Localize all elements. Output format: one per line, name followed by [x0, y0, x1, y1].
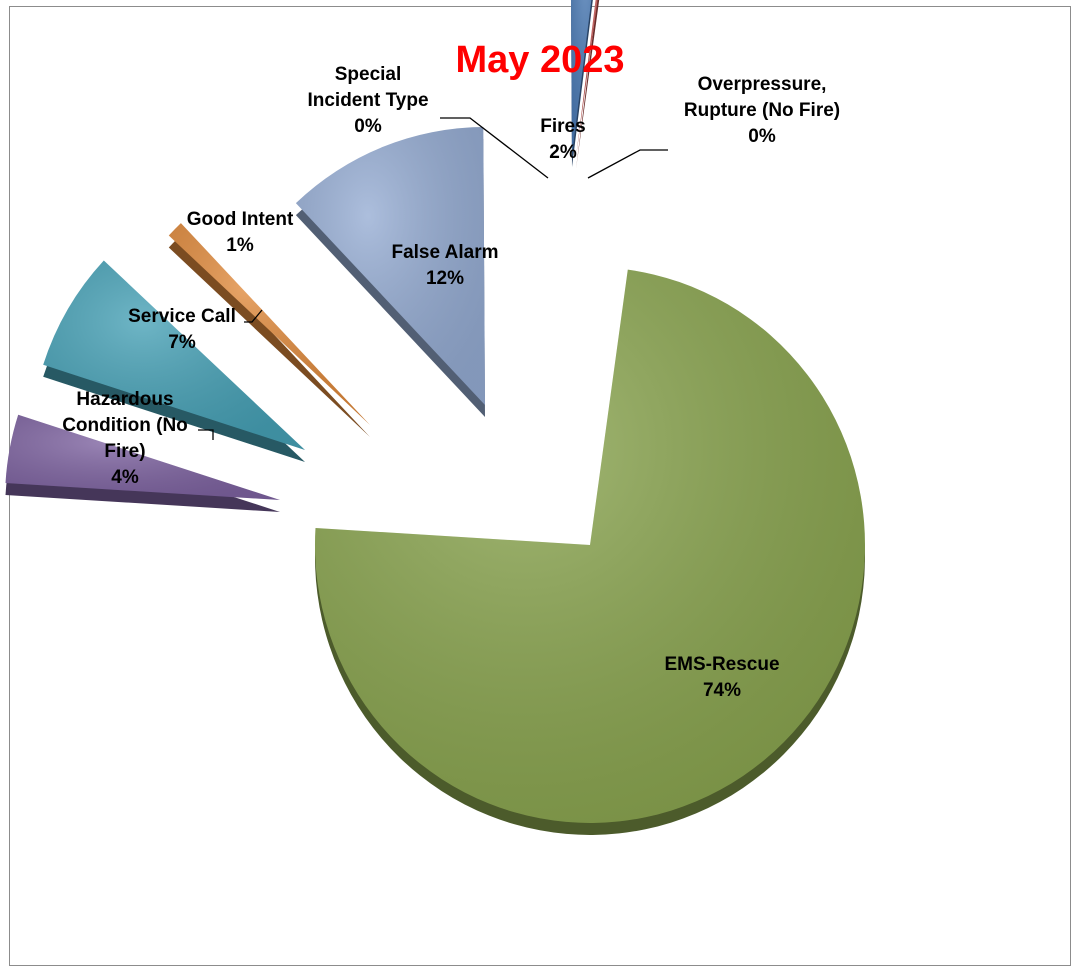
slice-shading-special-incident-type	[571, 0, 572, 155]
leader-line-hazardous-condition-no-fire	[198, 429, 214, 440]
data-label-hazardous-condition-no-fire: Hazardous Condition (No Fire) 4%	[62, 389, 188, 488]
data-label-line: Condition (No	[62, 415, 188, 436]
data-label-ems-rescue: EMS-Rescue 74%	[664, 654, 779, 701]
slice-side-good-intent	[168, 235, 370, 437]
slice-shading-ems-rescue	[314, 269, 865, 823]
data-label-line: 0%	[748, 126, 776, 147]
slice-shading-false-alarm	[295, 127, 485, 405]
slice-shading-overpressure-rupture-no-fire	[576, 0, 598, 157]
slice-shading-good-intent	[168, 223, 370, 425]
leader-line-special-incident-type	[440, 117, 549, 179]
data-label-line: 2%	[549, 142, 577, 163]
leader-line-service-call	[244, 309, 263, 323]
data-label-line: Fire)	[104, 441, 145, 462]
slice-shading-hazardous-condition-no-fire	[5, 414, 280, 500]
data-label-line: 74%	[703, 680, 741, 701]
data-label-line: Rupture (No Fire)	[684, 100, 840, 121]
data-label-line: 7%	[168, 332, 196, 353]
data-label-special-incident-type: Special Incident Type 0%	[307, 64, 428, 137]
pie-chart: Fires 2% Overpressure, Rupture (No Fire) 0% E…	[5, 0, 865, 835]
data-label-overpressure-rupture-no-fire: Overpressure, Rupture (No Fire) 0%	[684, 74, 840, 147]
data-label-line: Special	[335, 64, 402, 85]
chart-title: May 2023	[455, 39, 624, 81]
data-label-good-intent: Good Intent 1%	[187, 209, 294, 256]
data-label-line: Hazardous	[76, 389, 173, 410]
data-label-line: 0%	[354, 116, 382, 137]
data-label-line: 1%	[226, 235, 254, 256]
data-label-line: Service Call	[128, 306, 236, 327]
slice-shading-service-call	[43, 260, 305, 450]
data-label-line: Good Intent	[187, 209, 294, 230]
data-label-line: False Alarm	[391, 242, 498, 263]
data-label-fires: Fires 2%	[540, 116, 585, 163]
data-label-false-alarm: False Alarm 12%	[391, 242, 498, 289]
data-label-line: Incident Type	[307, 90, 428, 111]
slice-shading-fires	[572, 0, 592, 155]
slice-side-overpressure-rupture-no-fire	[576, 0, 600, 169]
data-label-line: 4%	[111, 467, 139, 488]
leader-line-overpressure-rupture-no-fire	[587, 149, 668, 179]
data-label-line: 12%	[426, 268, 464, 289]
data-label-line: Overpressure,	[698, 74, 827, 95]
data-label-line: Fires	[540, 116, 585, 137]
data-label-line: EMS-Rescue	[664, 654, 779, 675]
data-label-service-call: Service Call 7%	[128, 306, 236, 353]
